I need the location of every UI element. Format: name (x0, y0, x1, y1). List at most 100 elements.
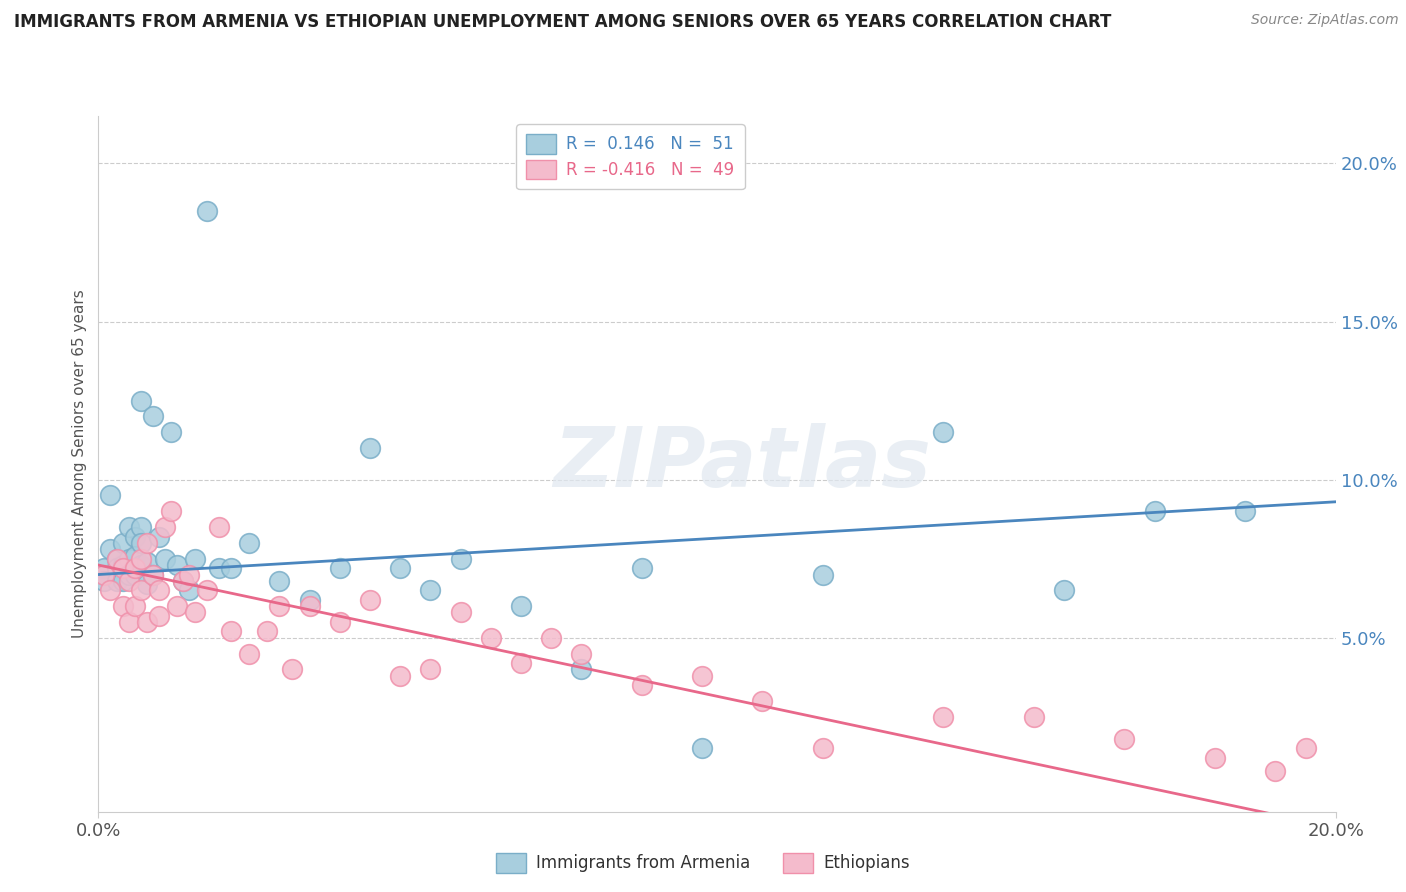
Point (111, 561, 134, 575)
Point (509, 599, 531, 614)
Point (177, 567, 200, 582)
Point (111, 558, 134, 572)
Point (359, 592, 381, 607)
Point (479, 631, 502, 645)
Point (932, 425, 955, 440)
Point (124, 567, 146, 582)
Point (1204, 751, 1226, 765)
Point (690, 741, 713, 756)
Point (129, 551, 152, 566)
Point (195, 583, 218, 598)
Point (751, 694, 773, 708)
Point (105, 574, 128, 588)
Point (569, 647, 592, 661)
Point (1264, 764, 1286, 778)
Point (932, 710, 955, 724)
Point (111, 536, 134, 550)
Legend: Immigrants from Armenia, Ethiopians: Immigrants from Armenia, Ethiopians (489, 847, 917, 880)
Point (359, 441, 381, 455)
Point (177, 583, 200, 598)
Point (148, 608, 170, 623)
Point (1295, 741, 1317, 756)
Point (100, 583, 122, 598)
Point (100, 488, 122, 502)
Point (111, 599, 134, 614)
Point (153, 520, 176, 534)
Point (811, 567, 834, 582)
Point (569, 662, 592, 676)
Point (135, 555, 157, 569)
Point (630, 561, 652, 575)
Point (450, 606, 472, 620)
Point (93, 567, 115, 582)
Point (419, 583, 441, 598)
Point (129, 393, 152, 408)
Point (129, 558, 152, 572)
Point (219, 624, 242, 639)
Point (105, 551, 128, 566)
Point (184, 551, 207, 566)
Point (509, 656, 531, 670)
Point (129, 536, 152, 550)
Point (148, 530, 170, 544)
Point (1234, 504, 1257, 518)
Point (93, 574, 115, 588)
Point (184, 606, 207, 620)
Point (195, 203, 218, 218)
Point (329, 615, 352, 629)
Point (135, 536, 157, 550)
Point (419, 662, 441, 676)
Point (219, 561, 242, 575)
Point (208, 561, 231, 575)
Point (124, 530, 146, 544)
Y-axis label: Unemployment Among Seniors over 65 years: Unemployment Among Seniors over 65 years (72, 290, 87, 638)
Point (117, 520, 139, 534)
Point (117, 567, 139, 582)
Point (105, 551, 128, 566)
Point (117, 615, 139, 629)
Point (269, 599, 291, 614)
Point (105, 561, 128, 575)
Point (160, 425, 183, 440)
Point (238, 647, 260, 661)
Point (238, 536, 260, 550)
Point (111, 574, 134, 588)
Point (166, 599, 188, 614)
Point (124, 549, 146, 563)
Point (100, 542, 122, 557)
Point (129, 520, 152, 534)
Point (117, 551, 139, 566)
Point (142, 567, 165, 582)
Point (1143, 504, 1166, 518)
Point (93, 561, 115, 575)
Point (172, 574, 194, 588)
Point (1053, 583, 1076, 598)
Point (540, 631, 562, 645)
Point (142, 409, 165, 424)
Text: Source: ZipAtlas.com: Source: ZipAtlas.com (1251, 13, 1399, 28)
Point (450, 551, 472, 566)
Point (269, 574, 291, 588)
Text: IMMIGRANTS FROM ARMENIA VS ETHIOPIAN UNEMPLOYMENT AMONG SENIORS OVER 65 YEARS CO: IMMIGRANTS FROM ARMENIA VS ETHIOPIAN UNE… (14, 13, 1111, 31)
Point (160, 504, 183, 518)
Point (172, 574, 194, 588)
Point (129, 583, 152, 598)
Point (389, 561, 412, 575)
Point (135, 577, 157, 591)
Point (148, 583, 170, 598)
Point (153, 551, 176, 566)
Point (1114, 731, 1136, 746)
Point (256, 624, 278, 639)
Point (811, 741, 834, 756)
Point (389, 669, 412, 683)
Legend: R =  0.146   N =  51, R = -0.416   N =  49: R = 0.146 N = 51, R = -0.416 N = 49 (516, 124, 745, 189)
Text: ZIPatlas: ZIPatlas (553, 424, 931, 504)
Point (142, 567, 165, 582)
Point (124, 599, 146, 614)
Point (690, 669, 713, 683)
Point (280, 662, 302, 676)
Point (298, 592, 321, 607)
Point (630, 678, 652, 692)
Point (1022, 710, 1045, 724)
Point (298, 599, 321, 614)
